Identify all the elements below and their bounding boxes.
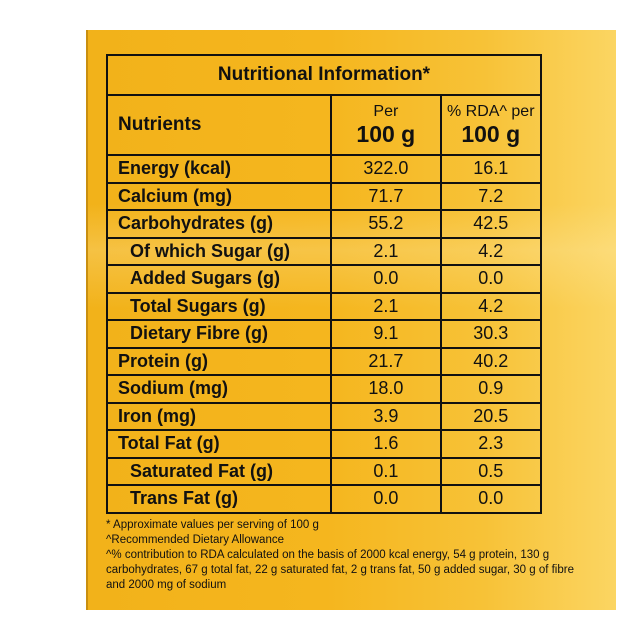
rda-header-small: % RDA^ per bbox=[447, 102, 535, 120]
per-100g-value: 71.7 bbox=[330, 181, 442, 211]
nutrient-name: Dietary Fibre (g) bbox=[105, 319, 333, 349]
nutrients-header: Nutrients bbox=[105, 94, 333, 156]
table-row: Trans Fat (g) 0.0 0.0 bbox=[105, 484, 543, 514]
rda-value: 2.3 bbox=[439, 429, 543, 459]
rda-value: 30.3 bbox=[439, 319, 543, 349]
nutrient-name: Energy (kcal) bbox=[105, 154, 333, 184]
per-100g-value: 3.9 bbox=[330, 401, 442, 431]
per-100g-value: 21.7 bbox=[330, 346, 442, 376]
rda-value: 0.0 bbox=[439, 264, 543, 294]
table-row: Sodium (mg) 18.0 0.9 bbox=[105, 374, 543, 404]
per-header-small: Per bbox=[373, 102, 399, 120]
nutrient-name: Protein (g) bbox=[105, 346, 333, 376]
footnote-approx: * Approximate values per serving of 100 … bbox=[106, 519, 319, 531]
per-100g-value: 55.2 bbox=[330, 209, 442, 239]
table-row: Saturated Fat (g) 0.1 0.5 bbox=[105, 456, 543, 486]
table-row: Dietary Fibre (g) 9.1 30.3 bbox=[105, 319, 543, 349]
table-row: Energy (kcal) 322.0 16.1 bbox=[105, 154, 543, 184]
per-100g-header: Per 100 g bbox=[330, 94, 442, 156]
rda-value: 4.2 bbox=[439, 291, 543, 321]
nutrient-name: Carbohydrates (g) bbox=[105, 209, 333, 239]
per-100g-value: 2.1 bbox=[330, 291, 442, 321]
rda-value: 20.5 bbox=[439, 401, 543, 431]
nutrient-name: Of which Sugar (g) bbox=[105, 236, 333, 266]
per-100g-value: 0.0 bbox=[330, 264, 442, 294]
table-row: Calcium (mg) 71.7 7.2 bbox=[105, 181, 543, 211]
rda-value: 4.2 bbox=[439, 236, 543, 266]
table-row: Of which Sugar (g) 2.1 4.2 bbox=[105, 236, 543, 266]
table-title: Nutritional Information* bbox=[106, 54, 542, 96]
per-100g-value: 0.0 bbox=[330, 484, 442, 514]
per-header-big: 100 g bbox=[356, 121, 416, 148]
table-row: Added Sugars (g) 0.0 0.0 bbox=[105, 264, 543, 294]
per-100g-value: 322.0 bbox=[330, 154, 442, 184]
table-row: Total Fat (g) 1.6 2.3 bbox=[105, 429, 543, 459]
nutrient-name: Calcium (mg) bbox=[105, 181, 333, 211]
nutrient-name: Saturated Fat (g) bbox=[105, 456, 333, 486]
header-row: Nutrients Per 100 g % RDA^ per 100 g bbox=[105, 94, 543, 156]
nutrient-name: Total Fat (g) bbox=[105, 429, 333, 459]
rda-value: 16.1 bbox=[439, 154, 543, 184]
table-row: Iron (mg) 3.9 20.5 bbox=[105, 401, 543, 431]
per-100g-value: 18.0 bbox=[330, 374, 442, 404]
nutrient-name: Added Sugars (g) bbox=[105, 264, 333, 294]
per-100g-value: 9.1 bbox=[330, 319, 442, 349]
nutrient-name: Sodium (mg) bbox=[105, 374, 333, 404]
rda-value: 40.2 bbox=[439, 346, 543, 376]
nutrient-name: Trans Fat (g) bbox=[105, 484, 333, 514]
nutrition-table: Nutritional Information* Nutrients Per 1… bbox=[105, 54, 543, 514]
rda-value: 42.5 bbox=[439, 209, 543, 239]
rda-value: 0.0 bbox=[439, 484, 543, 514]
rda-value: 0.5 bbox=[439, 456, 543, 486]
rda-value: 0.9 bbox=[439, 374, 543, 404]
table-row: Protein (g) 21.7 40.2 bbox=[105, 346, 543, 376]
rda-value: 7.2 bbox=[439, 181, 543, 211]
footnote-rda: ^Recommended Dietary Allowance bbox=[106, 534, 284, 546]
rda-header: % RDA^ per 100 g bbox=[439, 94, 543, 156]
footnote-rda-basis: ^% contribution to RDA calculated on the… bbox=[106, 549, 574, 591]
rda-header-big: 100 g bbox=[461, 121, 521, 148]
table-row: Carbohydrates (g) 55.2 42.5 bbox=[105, 209, 543, 239]
nutrient-name: Iron (mg) bbox=[105, 401, 333, 431]
per-100g-value: 0.1 bbox=[330, 456, 442, 486]
per-100g-value: 2.1 bbox=[330, 236, 442, 266]
per-100g-value: 1.6 bbox=[330, 429, 442, 459]
nutrient-name: Total Sugars (g) bbox=[105, 291, 333, 321]
footnotes: * Approximate values per serving of 100 … bbox=[106, 518, 576, 593]
table-row: Total Sugars (g) 2.1 4.2 bbox=[105, 291, 543, 321]
